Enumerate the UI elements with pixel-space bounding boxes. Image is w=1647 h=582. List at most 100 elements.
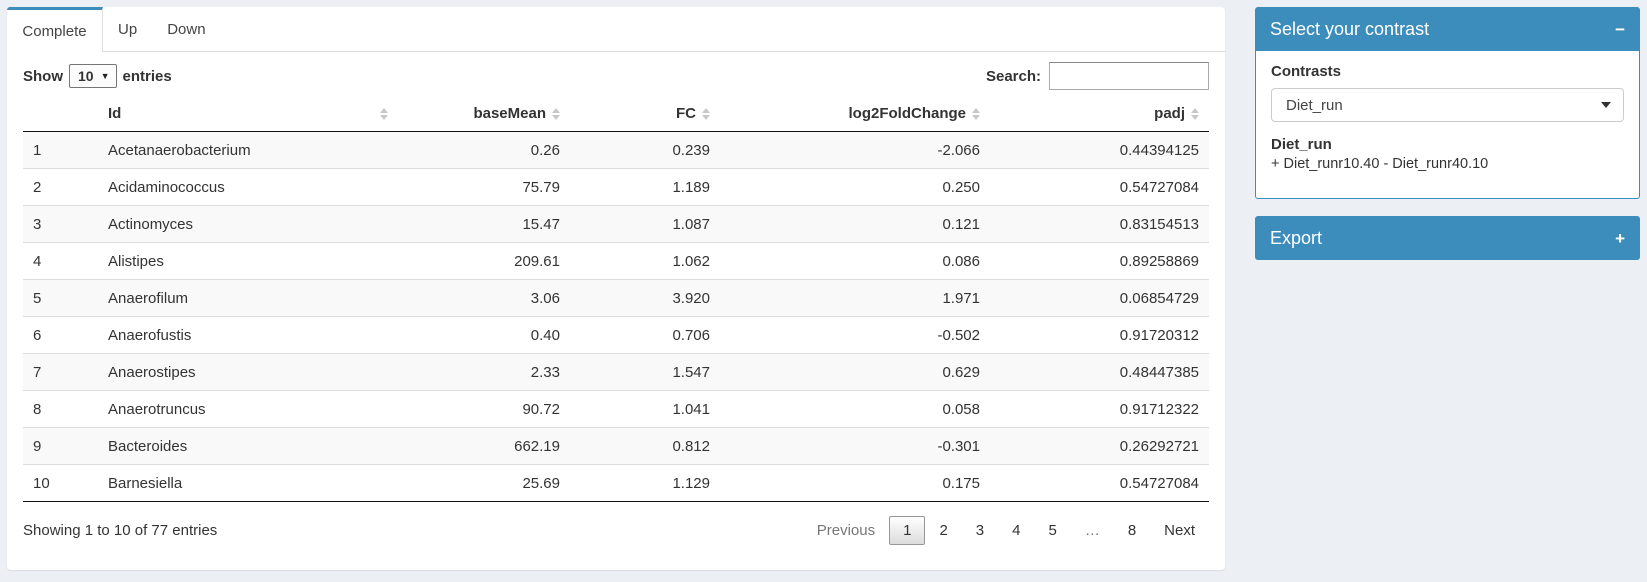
id-column-header[interactable]: Id [98, 96, 398, 132]
table-row: 9 Bacteroides 662.19 0.812 -0.301 0.2629… [23, 427, 1209, 465]
basemean-column-header[interactable]: baseMean [398, 96, 570, 132]
results-table: Id baseMean FC [23, 96, 1209, 502]
id-cell: Anaerofustis [98, 316, 398, 354]
page-length-control: Show 10 ▼ entries [23, 64, 172, 88]
contrasts-label: Contrasts [1271, 63, 1342, 80]
padj-cell: 0.44394125 [990, 131, 1209, 169]
id-cell: Anaerostipes [98, 353, 398, 391]
log2fc-cell: -2.066 [720, 131, 990, 169]
plus-expand-icon[interactable]: + [1615, 228, 1625, 248]
export-panel-title: Export [1270, 227, 1323, 248]
minus-collapse-icon[interactable]: − [1615, 19, 1625, 39]
table-row: 6 Anaerofustis 0.40 0.706 -0.502 0.91720… [23, 316, 1209, 354]
results-card: Complete Up Down Show 10 ▼ entries Searc… [7, 7, 1225, 570]
contrast-select[interactable]: Diet_run [1271, 88, 1624, 122]
padj-cell: 0.06854729 [990, 279, 1209, 317]
basemean-header-label: baseMean [473, 105, 546, 122]
padj-cell: 0.91712322 [990, 390, 1209, 428]
table-controls: Show 10 ▼ entries Search: [7, 52, 1225, 96]
sidebar: Select your contrast − Contrasts Diet_ru… [1255, 7, 1640, 260]
show-label: Show [23, 67, 63, 85]
rownum-cell: 8 [23, 390, 98, 428]
sort-icon [972, 107, 980, 120]
tab-up[interactable]: Up [103, 7, 153, 52]
table-row: 3 Actinomyces 15.47 1.087 0.121 0.831545… [23, 205, 1209, 243]
padj-column-header[interactable]: padj [990, 96, 1209, 132]
basemean-cell: 0.26 [398, 131, 570, 169]
search-label: Search: [985, 67, 1041, 85]
caret-down-icon [1601, 102, 1611, 113]
log2fc-cell: -0.502 [720, 316, 990, 354]
contrast-formula: + Diet_runr10.40 - Diet_runr40.10 [1271, 156, 1489, 172]
table-info-text: Showing 1 to 10 of 77 entries [23, 522, 218, 539]
log2fc-header-label: log2FoldChange [848, 105, 967, 122]
page-button-8[interactable]: 8 [1127, 522, 1137, 539]
basemean-cell: 3.06 [398, 279, 570, 317]
log2fc-cell: 1.971 [720, 279, 990, 317]
fc-cell: 0.239 [570, 131, 720, 169]
fc-cell: 1.087 [570, 205, 720, 243]
log2fc-cell: 0.058 [720, 390, 990, 428]
tab-down[interactable]: Down [152, 7, 221, 52]
fc-cell: 1.041 [570, 390, 720, 428]
fc-cell: 1.129 [570, 464, 720, 502]
table-row: 4 Alistipes 209.61 1.062 0.086 0.8925886… [23, 242, 1209, 280]
tab-bar: Complete Up Down [7, 7, 1225, 52]
page-button-4[interactable]: 4 [1012, 522, 1021, 539]
fc-cell: 3.920 [570, 279, 720, 317]
rownum-cell: 9 [23, 427, 98, 465]
page-button-1[interactable]: 1 [889, 516, 926, 545]
sort-icon [380, 107, 388, 120]
fc-cell: 0.812 [570, 427, 720, 465]
table-row: 2 Acidaminococcus 75.79 1.189 0.250 0.54… [23, 168, 1209, 206]
contrast-name: Diet_run [1271, 136, 1332, 153]
table-row: 1 Acetanaerobacterium 0.26 0.239 -2.066 … [23, 131, 1209, 169]
contrast-select-value: Diet_run [1286, 96, 1343, 114]
table-row: 10 Barnesiella 25.69 1.129 0.175 0.54727… [23, 464, 1209, 502]
sort-icon [552, 107, 560, 120]
fc-column-header[interactable]: FC [570, 96, 720, 132]
tab-complete[interactable]: Complete [7, 7, 103, 52]
rownum-cell: 7 [23, 353, 98, 391]
log2fc-cell: 0.121 [720, 205, 990, 243]
id-cell: Acetanaerobacterium [98, 131, 398, 169]
export-panel-header[interactable]: Export + [1255, 216, 1640, 260]
basemean-cell: 209.61 [398, 242, 570, 280]
table-header-row: Id baseMean FC [23, 96, 1209, 132]
page-button-5[interactable]: 5 [1048, 522, 1057, 539]
padj-cell: 0.48447385 [990, 353, 1209, 391]
previous-page-button[interactable]: Previous [816, 522, 876, 539]
id-cell: Alistipes [98, 242, 398, 280]
next-page-button[interactable]: Next [1164, 522, 1195, 539]
tab-bar-filler [220, 7, 1225, 52]
padj-cell: 0.91720312 [990, 316, 1209, 354]
pagination: Previous 1 2 3 4 5 … 8 Next [803, 516, 1209, 545]
rownum-cell: 2 [23, 168, 98, 206]
search-control: Search: [986, 62, 1209, 90]
basemean-cell: 0.40 [398, 316, 570, 354]
entries-label: entries [122, 67, 172, 85]
fc-cell: 1.547 [570, 353, 720, 391]
table-row: 7 Anaerostipes 2.33 1.547 0.629 0.484473… [23, 353, 1209, 391]
search-input[interactable] [1049, 62, 1209, 90]
contrast-panel-header[interactable]: Select your contrast − [1255, 7, 1640, 51]
fc-cell: 1.189 [570, 168, 720, 206]
page-length-select[interactable]: 10 ▼ [69, 64, 117, 88]
page-button-2[interactable]: 2 [939, 522, 948, 539]
rownum-header [23, 96, 98, 132]
basemean-cell: 15.47 [398, 205, 570, 243]
padj-cell: 0.54727084 [990, 464, 1209, 502]
page-button-3[interactable]: 3 [975, 522, 985, 539]
log2fc-column-header[interactable]: log2FoldChange [720, 96, 990, 132]
log2fc-cell: 0.175 [720, 464, 990, 502]
basemean-cell: 75.79 [398, 168, 570, 206]
contrast-panel: Select your contrast − Contrasts Diet_ru… [1255, 7, 1640, 199]
id-cell: Actinomyces [98, 205, 398, 243]
table-row: 5 Anaerofilum 3.06 3.920 1.971 0.0685472… [23, 279, 1209, 317]
id-cell: Acidaminococcus [98, 168, 398, 206]
fc-cell: 1.062 [570, 242, 720, 280]
log2fc-cell: 0.250 [720, 168, 990, 206]
log2fc-cell: 0.086 [720, 242, 990, 280]
fc-header-label: FC [676, 105, 696, 122]
